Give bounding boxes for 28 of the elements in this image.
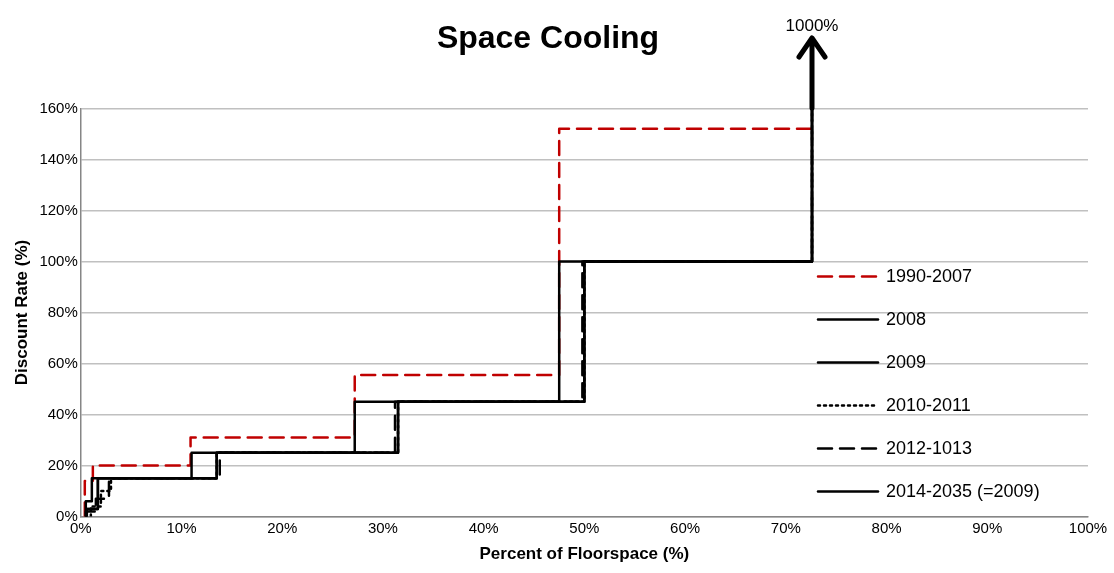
legend-label: 2012-1013 — [886, 437, 973, 458]
x-tick-label: 20% — [267, 518, 298, 536]
y-tick-label: 100% — [39, 251, 78, 269]
x-tick-label: 70% — [770, 518, 801, 536]
y-tick-label: 40% — [47, 404, 78, 422]
y-tick-label: 140% — [39, 149, 78, 167]
x-tick-label: 10% — [166, 518, 197, 536]
chart-title: Space Cooling — [436, 19, 660, 56]
y-tick-label: 120% — [39, 200, 78, 218]
y-tick-label: 80% — [47, 302, 78, 320]
x-tick-label: 30% — [367, 518, 398, 536]
x-tick-label: 100% — [1068, 518, 1108, 536]
text: 1000% — [785, 15, 839, 35]
legend-label: 2008 — [886, 308, 927, 329]
x-tick-label: 50% — [569, 518, 600, 536]
x-tick-label: 90% — [972, 518, 1003, 536]
y-tick-label: 20% — [47, 455, 78, 473]
y-axis-title: Discount Rate (%) — [11, 239, 31, 386]
x-tick-label: 40% — [468, 518, 499, 536]
legend-label: 2009 — [886, 351, 927, 372]
legend-label: 2010-2011 — [886, 394, 971, 415]
y-tick-label: 60% — [47, 353, 78, 371]
x-axis-title: Percent of Floorspace (%) — [479, 544, 690, 564]
y-tick-label: 160% — [39, 98, 78, 116]
legend-label: 2014-2035 (=2009) — [886, 480, 1040, 501]
legend-label: 1990-2007 — [886, 265, 973, 286]
x-tick-label: 60% — [670, 518, 701, 536]
x-tick-label: 80% — [871, 518, 902, 536]
